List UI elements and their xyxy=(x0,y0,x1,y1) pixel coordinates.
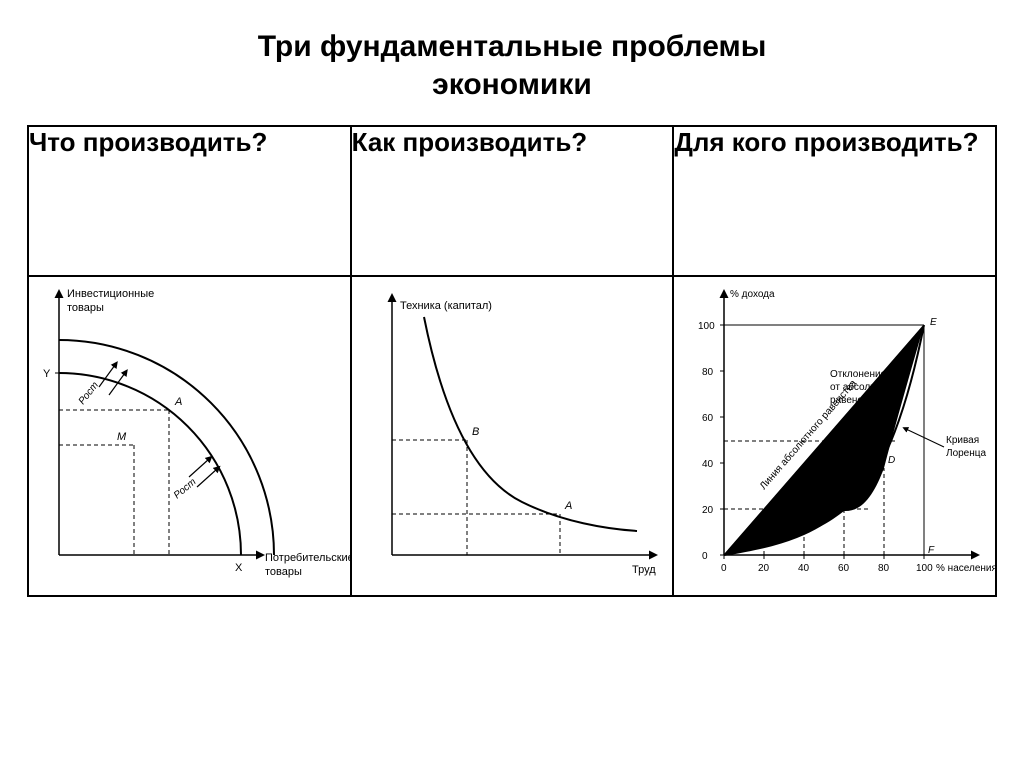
c1-ylabel-l2: товары xyxy=(67,302,104,314)
lor-l2: Лоренца xyxy=(946,448,986,459)
dev-l1: Отклонение xyxy=(830,369,887,380)
pt-A: A xyxy=(174,396,182,408)
xt0: 0 xyxy=(721,563,727,574)
yt60: 60 xyxy=(702,413,714,424)
yt80: 80 xyxy=(702,367,714,378)
pt-B2: B xyxy=(472,426,479,438)
growth-label-1: Рост xyxy=(77,380,101,407)
l-C: C xyxy=(848,497,856,508)
c2-ylabel: Техника (капитал) xyxy=(400,300,492,312)
xt40: 40 xyxy=(798,563,810,574)
chart-lorenz: 0 20 40 60 80 100 0 20 40 60 80 100 xyxy=(673,276,996,596)
page-title: Три фундаментальные проблемы экономики xyxy=(258,28,767,103)
problems-table: Что производить? Как производить? Для ко… xyxy=(27,125,997,597)
dev-l2: от абсолютного xyxy=(830,381,903,393)
header-col-2: Как производить? xyxy=(351,126,674,276)
pt-A2: A xyxy=(564,500,572,512)
c3-xlabel: % населения xyxy=(936,563,997,574)
lor-l1: Кривая xyxy=(946,435,979,446)
title-line-1: Три фундаментальные проблемы xyxy=(258,30,767,63)
c1-xlabel-l2: товары xyxy=(265,566,302,578)
title-line-2: экономики xyxy=(432,68,592,101)
c2-xlabel: Труд xyxy=(632,564,656,576)
c3-ylabel: % дохода xyxy=(730,289,775,300)
chart-ppf: Y X A M Рост xyxy=(28,276,351,596)
yt0: 0 xyxy=(702,551,708,562)
l-D: D xyxy=(888,455,895,466)
pt-X: X xyxy=(235,562,243,574)
yt40: 40 xyxy=(702,459,714,470)
chart-isoquant: B A Техника (капитал) Труд xyxy=(351,276,674,596)
dev-l3: равенства xyxy=(830,395,878,406)
yt20: 20 xyxy=(702,505,714,516)
l-B: B xyxy=(794,522,801,533)
header-col-3: Для кого производить? xyxy=(673,126,996,276)
xt100: 100 xyxy=(916,563,933,574)
l-F: F xyxy=(928,545,935,556)
pt-M: M xyxy=(117,431,127,443)
l-A: A xyxy=(753,537,761,548)
xt80: 80 xyxy=(878,563,890,574)
growth-label-2: Рост xyxy=(172,477,199,502)
pt-Y: Y xyxy=(43,368,51,380)
l-E: E xyxy=(930,317,937,328)
c1-ylabel-l1: Инвестиционные xyxy=(67,288,154,300)
header-col-1: Что производить? xyxy=(28,126,351,276)
xt20: 20 xyxy=(758,563,770,574)
c1-xlabel-l1: Потребительские xyxy=(265,552,352,564)
yt100: 100 xyxy=(698,321,715,332)
xt60: 60 xyxy=(838,563,850,574)
